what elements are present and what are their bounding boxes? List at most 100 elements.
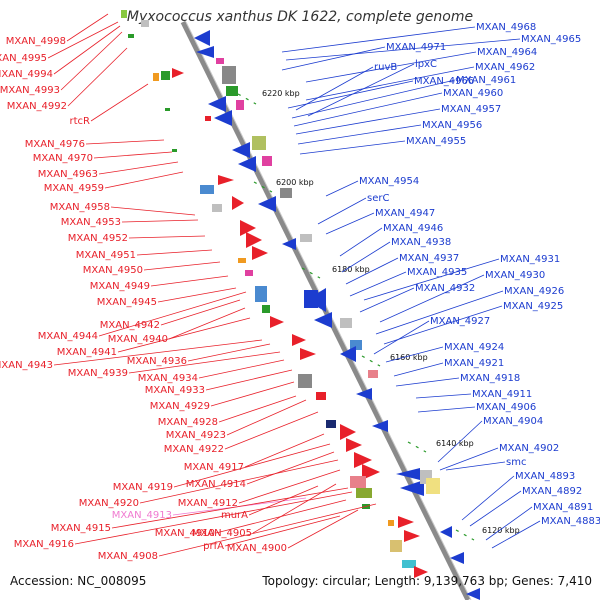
left-gene-label: MXAN_4950 [83, 265, 143, 276]
right-leader-lines [281, 26, 541, 549]
left-leader-line [224, 411, 319, 450]
right-leader-line [293, 92, 443, 127]
right-gene-label: MXAN_4961 [456, 75, 516, 86]
right-leader-line [395, 377, 460, 387]
left-leader-line [224, 515, 341, 547]
left-leader-line [150, 275, 229, 287]
right-gene-label: MXAN_4893 [515, 471, 575, 482]
right-gene-label: MXAN_4935 [407, 267, 467, 278]
left-leader-line [98, 161, 179, 175]
summary-text: Topology: circular; Length: 9,139,763 bp… [262, 574, 592, 588]
left-gene-label: MXAN_4916 [14, 539, 74, 550]
left-leader-line [187, 343, 271, 362]
kbp-tick [407, 441, 427, 453]
right-leader-line [341, 241, 391, 273]
right-gene-label: MXAN_4962 [475, 62, 535, 73]
left-gene-label: MXAN_4933 [145, 385, 205, 396]
left-gene-label: MXAN_4923 [166, 430, 226, 441]
left-leader-line [287, 509, 359, 549]
right-gene-label: MXAN_4971 [386, 42, 446, 53]
left-leader-lines [47, 13, 377, 557]
right-gene-label: MXAN_4956 [422, 120, 482, 131]
right-leader-line [349, 271, 407, 297]
right-leader-line [393, 362, 444, 377]
left-gene-label: MXAN_4958 [50, 202, 110, 213]
kbp-label: 6200 kbp [276, 178, 314, 187]
right-gene-label: MXAN_4892 [522, 486, 582, 497]
map-title: Myxococcus xanthus DK 1622, complete gen… [126, 9, 474, 25]
right-gene-label: MXAN_4932 [415, 283, 475, 294]
left-gene-label: MXAN_4951 [76, 250, 136, 261]
left-leader-line [67, 47, 128, 107]
right-gene-label: MXAN_4918 [460, 373, 520, 384]
left-gene-label: MXAN_4915 [51, 523, 111, 534]
left-gene-label: MXAN_4917 [184, 462, 244, 473]
left-leader-line [252, 483, 337, 534]
left-leader-line [143, 261, 221, 271]
left-gene-label: MXAN_4953 [61, 217, 121, 228]
left-leader-line [111, 487, 349, 529]
left-leader-line [157, 287, 237, 303]
right-leader-line [359, 287, 415, 313]
left-gene-label: MXAN_4940 [108, 334, 168, 345]
left-leader-line [85, 139, 165, 145]
right-leader-line [305, 51, 477, 83]
left-leader-line [121, 219, 199, 223]
left-leader-line [53, 25, 121, 75]
right-gene-label: MXAN_4955 [406, 136, 466, 147]
left-leader-line [244, 433, 325, 468]
left-leader-line [110, 206, 196, 216]
left-gene-label: MXAN_4934 [138, 373, 198, 384]
left-leader-line [128, 235, 206, 239]
right-gene-label: MXAN_4946 [383, 223, 443, 234]
right-gene-label: lpxC [415, 59, 437, 70]
right-gene-label: MXAN_4966 [414, 76, 474, 87]
left-leader-line [66, 13, 109, 42]
right-leader-line [383, 305, 503, 345]
right-leader-line [325, 212, 375, 235]
right-gene-label: MXAN_4924 [444, 342, 504, 353]
right-gene-label: MXAN_4911 [472, 389, 532, 400]
right-gene-label: MXAN_4947 [375, 208, 435, 219]
left-gene-label: MXAN_4993 [0, 85, 60, 96]
left-gene-label: MXAN_4995 [0, 53, 47, 64]
right-leader-line [417, 406, 476, 413]
right-gene-label: MXAN_4926 [504, 286, 564, 297]
left-leader-line [128, 351, 281, 374]
left-leader-line [246, 451, 335, 485]
left-gene-label: MXAN_4908 [98, 551, 158, 562]
right-leader-line [305, 66, 475, 101]
kbp-label: 6180 kbp [332, 265, 370, 274]
kbp-label: 6140 kbp [436, 439, 474, 448]
right-leader-line [281, 46, 386, 71]
right-gene-label: MXAN_4938 [391, 237, 451, 248]
left-leader-line [74, 491, 353, 545]
right-gene-label: MXAN_4891 [533, 502, 593, 513]
left-leader-line [60, 31, 123, 91]
right-leader-line [299, 140, 406, 155]
left-gene-label: MXAN_4920 [79, 498, 139, 509]
right-leader-line [363, 258, 500, 301]
right-leader-line [317, 197, 367, 225]
left-gene-label: MXAN_4942 [100, 320, 160, 331]
right-gene-label: MXAN_4931 [500, 254, 560, 265]
left-leader-line [238, 469, 341, 504]
kbp-tick [455, 529, 475, 541]
right-gene-label: MXAN_4925 [503, 301, 563, 312]
right-leader-line [415, 393, 472, 399]
right-leader-line [445, 461, 506, 471]
right-leader-line [461, 475, 515, 521]
kbp-ticks: 6220 kbp 6200 kbp 6180 kbp 6160 kbp 6140 kbp… [237, 89, 520, 541]
left-gene-label: MXAN_4913 [112, 510, 172, 521]
left-leader-line [160, 299, 241, 326]
left-leader-line [173, 443, 331, 488]
right-gene-label: MXAN_4965 [521, 34, 581, 45]
left-leader-line [218, 395, 297, 423]
right-gene-label: MXAN_4954 [359, 176, 419, 187]
left-gene-label: MXAN_4949 [90, 281, 150, 292]
left-leader-line [198, 359, 285, 379]
right-leader-line [287, 80, 414, 109]
left-leader-line [139, 459, 339, 504]
backbone-highlight [185, 21, 472, 600]
kbp-tick [301, 267, 321, 279]
